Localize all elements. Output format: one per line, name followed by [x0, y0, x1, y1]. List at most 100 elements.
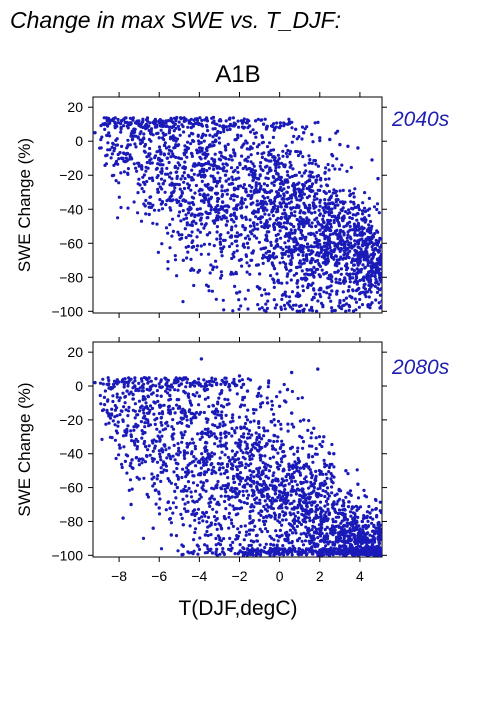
data-point	[242, 142, 246, 146]
data-point	[162, 143, 166, 148]
data-point	[253, 227, 257, 231]
data-point	[280, 481, 284, 485]
data-point	[225, 219, 229, 223]
data-point	[138, 183, 142, 187]
data-point	[282, 163, 286, 167]
data-point	[183, 227, 187, 231]
data-point	[332, 452, 336, 456]
data-point	[293, 549, 297, 554]
data-point	[245, 147, 249, 151]
data-point	[266, 195, 270, 200]
data-point	[323, 494, 327, 499]
data-point	[114, 159, 119, 163]
data-point	[208, 504, 212, 508]
data-point	[289, 228, 293, 232]
data-point	[309, 491, 313, 495]
data-point	[223, 156, 227, 160]
data-point	[151, 221, 155, 225]
data-point	[370, 158, 374, 162]
data-point	[202, 242, 206, 246]
data-point	[287, 482, 291, 486]
data-point	[283, 241, 287, 245]
data-point	[327, 236, 331, 241]
data-point	[253, 119, 258, 123]
data-point	[281, 443, 285, 447]
data-point	[251, 528, 255, 532]
data-point	[169, 155, 173, 159]
data-point	[380, 252, 382, 256]
data-point	[137, 381, 141, 385]
data-point	[140, 166, 144, 170]
data-point	[272, 553, 276, 557]
data-point	[235, 194, 239, 199]
data-point	[337, 539, 341, 543]
data-point	[329, 529, 333, 533]
data-point	[120, 144, 124, 148]
data-point	[262, 246, 266, 251]
data-point	[308, 224, 312, 228]
data-point	[320, 223, 324, 227]
data-point	[218, 124, 222, 128]
data-point	[261, 472, 265, 476]
data-point	[196, 228, 200, 232]
data-point	[185, 466, 189, 470]
data-point	[326, 276, 330, 280]
data-point	[149, 157, 153, 161]
data-point	[138, 132, 142, 136]
data-point	[278, 194, 282, 198]
data-point	[190, 178, 194, 182]
data-point	[257, 391, 261, 395]
data-point	[211, 403, 215, 407]
data-point	[294, 237, 298, 241]
data-point	[168, 388, 172, 392]
data-point	[246, 234, 250, 238]
data-point	[224, 216, 228, 220]
data-point	[146, 406, 150, 411]
data-point	[114, 179, 118, 183]
data-point	[310, 184, 314, 188]
data-point	[181, 497, 185, 501]
data-point	[310, 221, 314, 225]
data-point	[298, 265, 302, 269]
data-point	[353, 248, 357, 252]
data-point	[356, 225, 360, 229]
data-point	[323, 465, 327, 469]
data-point	[295, 524, 299, 529]
data-point	[181, 467, 185, 471]
data-point	[162, 468, 166, 472]
data-point	[274, 210, 279, 214]
data-point	[142, 382, 146, 386]
data-point	[267, 257, 272, 261]
data-point	[118, 151, 122, 155]
data-point	[216, 402, 220, 406]
data-point	[188, 384, 192, 388]
data-point	[192, 455, 196, 459]
data-point	[150, 205, 154, 209]
data-point	[99, 124, 103, 128]
data-point	[235, 450, 239, 454]
data-point	[333, 191, 337, 195]
y-tick-label: 0	[75, 133, 83, 149]
data-point	[319, 184, 323, 188]
data-point	[175, 176, 179, 180]
data-point	[266, 225, 270, 230]
data-point	[307, 501, 312, 505]
data-point	[113, 423, 117, 427]
data-point	[180, 417, 184, 421]
data-point	[257, 440, 262, 444]
data-point	[174, 126, 178, 130]
data-point	[341, 304, 345, 308]
data-point	[138, 386, 142, 390]
data-point	[170, 425, 174, 429]
data-point	[324, 177, 328, 181]
data-point	[246, 155, 250, 159]
data-point	[178, 187, 182, 191]
data-point	[337, 247, 341, 251]
data-point	[216, 208, 220, 212]
data-point	[295, 137, 299, 141]
data-point	[248, 224, 253, 228]
data-point	[227, 244, 232, 249]
data-point	[259, 220, 263, 224]
data-point	[328, 218, 333, 223]
